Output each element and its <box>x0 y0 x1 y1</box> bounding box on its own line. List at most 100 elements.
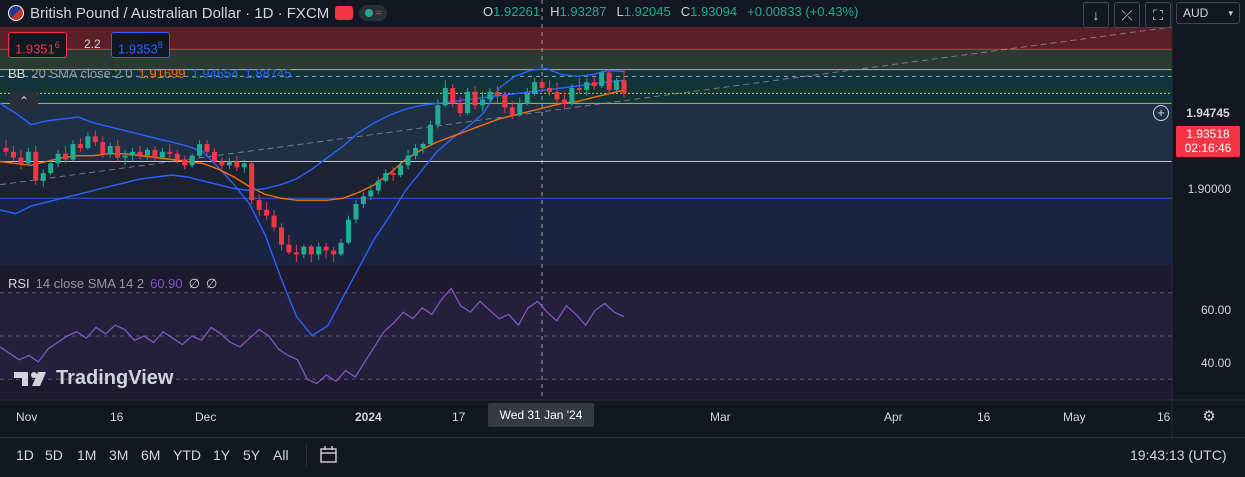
candle-body <box>70 144 76 160</box>
timeframe-3m[interactable]: 3M <box>109 447 129 463</box>
candle <box>100 136 106 158</box>
candle <box>442 80 448 108</box>
price-zone <box>0 49 1172 70</box>
candle <box>480 91 486 112</box>
rsi-legend[interactable]: RSI 14 close SMA 14 2 60.90 ∅ ∅ <box>8 276 218 291</box>
scroll-down-button[interactable]: ↓ <box>1083 2 1109 28</box>
candle-body <box>189 155 195 166</box>
candle-body <box>472 91 478 106</box>
add-alert-plus-icon[interactable]: + <box>1153 105 1169 121</box>
candle <box>107 142 113 158</box>
candle <box>204 140 210 156</box>
candle-body <box>301 246 307 255</box>
price-zone <box>0 103 1172 162</box>
candle-body <box>331 250 337 255</box>
candle <box>360 192 366 208</box>
timeframe-1d[interactable]: 1D <box>16 447 34 463</box>
candle-body <box>40 173 46 181</box>
candle <box>92 130 98 146</box>
candle-body <box>554 91 560 100</box>
candle <box>420 142 426 154</box>
candle-body <box>502 95 508 108</box>
time-label: Apr <box>884 410 903 424</box>
candle <box>85 132 91 150</box>
candle <box>286 235 292 255</box>
candle <box>256 194 262 216</box>
candle-body <box>85 136 91 148</box>
candle-body <box>457 103 463 114</box>
candle-body <box>599 72 605 87</box>
candle-body <box>122 155 128 158</box>
time-label: 16 <box>1157 410 1171 424</box>
symbol-title[interactable]: British Pound / Australian Dollar · 1D ·… <box>30 4 330 22</box>
candle-body <box>174 153 180 160</box>
collapse-legend-button[interactable]: ⌃ <box>10 92 38 110</box>
candle <box>308 244 314 263</box>
candle <box>465 87 471 116</box>
candle-body <box>591 82 597 87</box>
candle <box>63 146 69 164</box>
candle-body <box>308 246 314 255</box>
timeframe-5y[interactable]: 5Y <box>243 447 261 463</box>
candle <box>226 157 232 170</box>
timeframe-6m[interactable]: 6M <box>141 447 161 463</box>
candle-body <box>197 144 203 156</box>
candle <box>383 169 389 183</box>
candle-body <box>517 103 523 116</box>
candle-body <box>360 196 366 205</box>
bb-lower-line <box>0 79 625 215</box>
candle <box>144 147 150 160</box>
candle-body <box>100 142 106 154</box>
collapse-pane-button[interactable]: ⤫ <box>1114 2 1140 28</box>
candle-body <box>561 99 567 104</box>
candle <box>152 146 158 162</box>
maximize-icon: ⛶ <box>1153 6 1163 23</box>
symbol-header[interactable]: British Pound / Australian Dollar · 1D ·… <box>8 2 388 24</box>
candle <box>264 202 270 220</box>
trend-line <box>0 26 1173 186</box>
bb-legend[interactable]: BB 20 SMA close 2 0 1.91699 1.94654 1.88… <box>8 66 292 81</box>
clock-timezone[interactable]: 19:43:13 (UTC) <box>1130 447 1227 463</box>
market-status[interactable]: ≈ <box>359 5 388 21</box>
candle <box>25 147 31 166</box>
candle <box>599 70 605 88</box>
candle <box>18 149 24 170</box>
candle <box>293 244 299 263</box>
candle-body <box>606 72 612 90</box>
timeframe-5d[interactable]: 5D <box>45 447 63 463</box>
date-range-calendar-icon[interactable] <box>318 444 340 466</box>
candle-body <box>427 124 433 145</box>
buy-button[interactable]: 1.93538 <box>111 32 170 58</box>
candle-body <box>576 87 582 90</box>
candle-body <box>450 87 456 104</box>
tradingview-watermark[interactable]: TradingView <box>14 367 173 390</box>
candle-body <box>398 165 404 176</box>
candle-body <box>435 105 441 125</box>
candle <box>33 146 39 185</box>
timeframe-1y[interactable]: 1Y <box>213 447 231 463</box>
candle-body <box>219 161 225 166</box>
candle-body <box>18 157 24 164</box>
collapse-icon: ⤫ <box>1121 6 1133 23</box>
candle <box>561 91 567 110</box>
candle-body <box>383 173 389 181</box>
candle <box>398 161 404 177</box>
candle-body <box>144 149 150 156</box>
timeframe-all[interactable]: All <box>273 447 289 463</box>
maximize-pane-button[interactable]: ⛶ <box>1145 2 1171 28</box>
candle-body <box>368 190 374 197</box>
timeframe-ytd[interactable]: YTD <box>173 447 201 463</box>
candle <box>502 91 508 114</box>
candle <box>524 87 530 106</box>
settings-gear-icon[interactable]: ⚙ <box>1202 408 1216 425</box>
candle-body <box>509 107 515 116</box>
candle <box>122 149 128 166</box>
sell-button[interactable]: 1.93516 <box>8 32 67 58</box>
candle-body <box>338 242 344 255</box>
candle-body <box>48 163 54 174</box>
time-label: 16 <box>977 410 991 424</box>
timeframe-1m[interactable]: 1M <box>77 447 97 463</box>
currency-select[interactable]: AUD ▾ <box>1176 2 1240 24</box>
crosshair-date-label: Wed 31 Jan '24 <box>488 403 594 427</box>
